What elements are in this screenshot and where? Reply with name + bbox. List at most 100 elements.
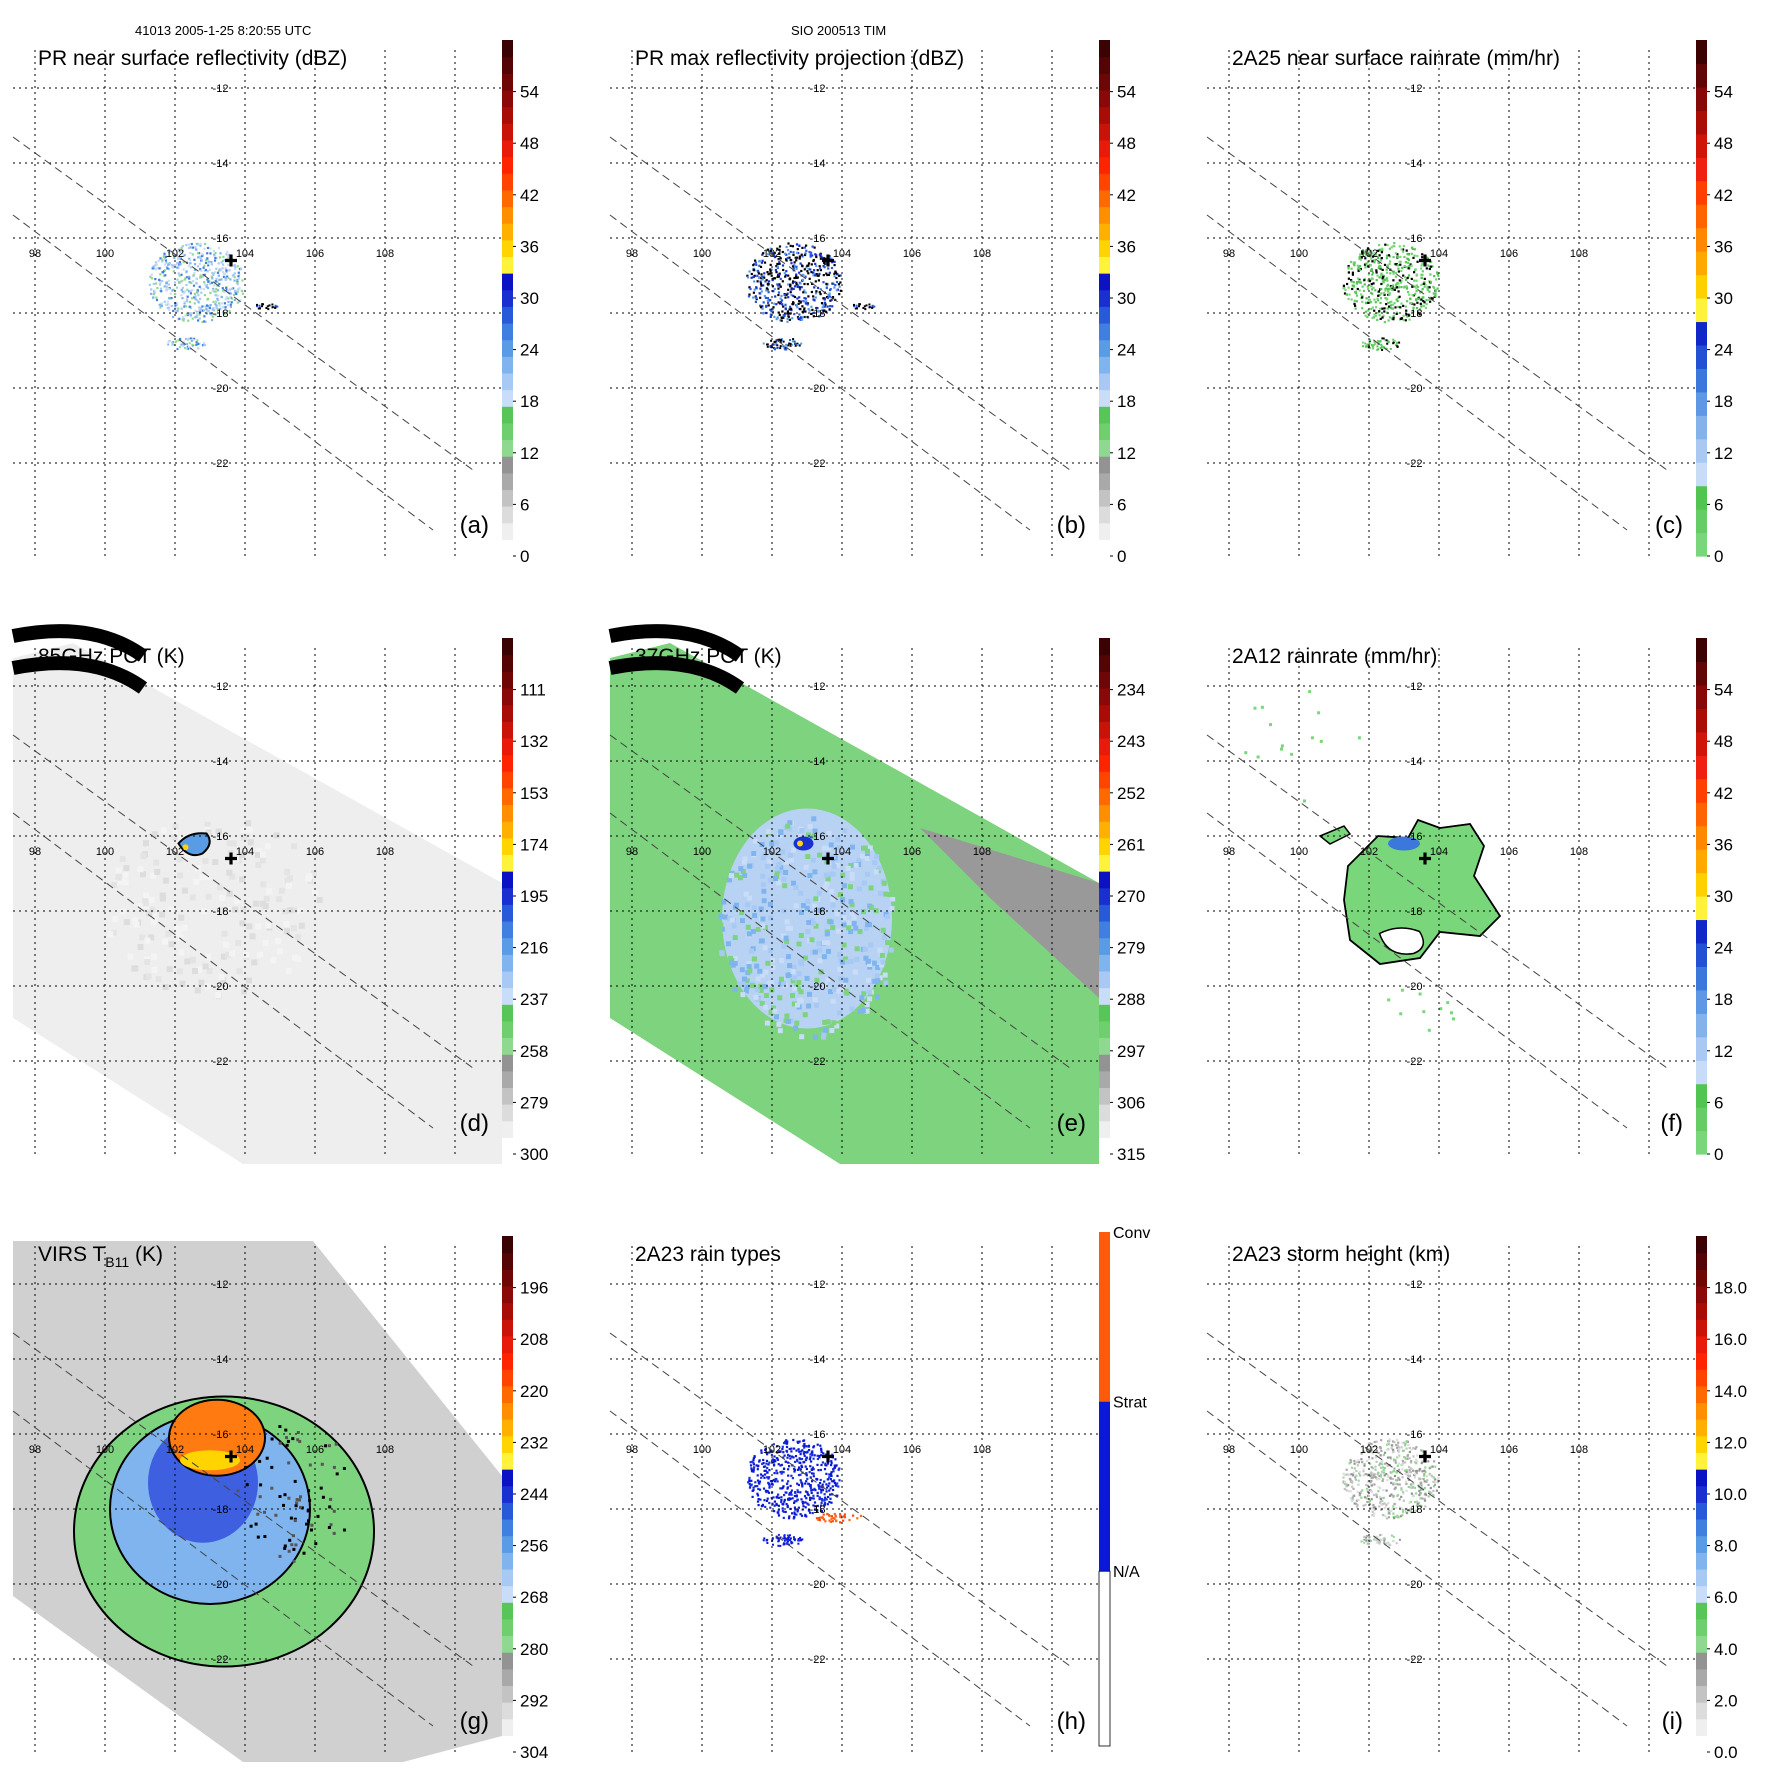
colorbar-tick-label: 48 [1714, 732, 1733, 751]
precip-pixel [760, 273, 763, 276]
precip-pixel [1424, 1470, 1427, 1474]
precip-pixel [206, 298, 209, 301]
precip-pixel [797, 316, 800, 320]
precip-pixel [174, 310, 178, 313]
colorbar-swatch [1099, 139, 1110, 158]
pct-pixel [159, 895, 166, 902]
precip-pixel [152, 296, 155, 299]
precip-pixel [829, 288, 832, 291]
precip-pixel [1386, 307, 1389, 310]
precip-pixel [176, 263, 179, 266]
precip-pixel [752, 275, 755, 279]
precip-pixel [1393, 1467, 1396, 1470]
colorbar-swatch [502, 787, 513, 806]
precip-pixel [768, 1476, 771, 1479]
precip-pixel [185, 276, 188, 279]
precip-pixel [776, 265, 779, 268]
pct-pixel [846, 925, 852, 931]
precip-pixel [207, 260, 210, 263]
precip-pixel [236, 289, 239, 292]
precip-pixel [782, 1485, 785, 1488]
colorbar-swatch [502, 1635, 513, 1653]
precip-pixel [759, 265, 763, 268]
x-tick-label: 106 [903, 1444, 921, 1456]
precip-pixel [1376, 274, 1379, 277]
cloud-cell [308, 1463, 312, 1467]
precip-pixel [804, 291, 807, 294]
precip-pixel [803, 1454, 806, 1457]
precip-pixel [1405, 286, 1409, 289]
swath-edge-lower [609, 812, 1031, 1129]
colorbar-swatch [1099, 1104, 1110, 1122]
precip-pixel [820, 1491, 823, 1494]
precip-pixel [1379, 266, 1382, 269]
precip-pixel [817, 279, 820, 282]
precip-pixel [1345, 293, 1348, 296]
precip-pixel [1368, 1457, 1371, 1460]
precip-pixel [203, 247, 206, 250]
precip-pixel [1430, 260, 1433, 263]
colorbar-swatch [502, 1702, 513, 1720]
colorbar-swatch [1099, 239, 1110, 257]
colorbar-tick-label: 6 [1714, 1093, 1723, 1112]
pct-pixel [174, 925, 181, 932]
precip-pixel [826, 305, 829, 308]
pct-pixel [769, 841, 775, 847]
precip-pixel [790, 1450, 793, 1453]
precip-pixel [167, 303, 170, 306]
pct-pixel [840, 872, 846, 878]
precip-pixel [1387, 1516, 1391, 1519]
pct-pixel [226, 890, 233, 897]
colorbar-swatch [1696, 989, 1707, 1014]
precip-pixel [1421, 262, 1424, 265]
pct-pixel [232, 906, 239, 913]
precip-pixel [1361, 341, 1364, 344]
precip-pixel [756, 1468, 759, 1471]
precip-pixel [1377, 290, 1380, 293]
pct-pixel [879, 952, 885, 958]
precip-pixel [810, 305, 813, 308]
precip-pixel [209, 282, 212, 285]
precip-pixel [1366, 1489, 1369, 1492]
precip-pixel [1377, 1486, 1380, 1489]
colorbar-tick-label: 10.0 [1714, 1485, 1747, 1504]
precip-pixel [832, 282, 835, 285]
y-tick-label: -22 [213, 458, 229, 470]
precip-pixel [1410, 302, 1413, 305]
precip-pixel [810, 271, 813, 274]
precip-pixel [1392, 1535, 1395, 1538]
panel-label: (c) [1655, 512, 1683, 539]
precip-pixel [1358, 279, 1361, 282]
precip-pixel [770, 251, 773, 254]
precip-pixel [188, 305, 191, 308]
panel-title-subscript: B11 [105, 1254, 129, 1270]
precip-pixel [209, 312, 212, 315]
pct-pixel [846, 920, 852, 926]
precip-pixel [191, 297, 194, 300]
pct-pixel [204, 953, 211, 960]
precip-pixel [1360, 1458, 1363, 1461]
pct-pixel [245, 820, 252, 827]
colorbar-tick-label: 234 [1117, 681, 1145, 700]
pct-pixel [144, 937, 151, 944]
precip-pixel [1385, 1503, 1388, 1506]
precip-pixel [766, 297, 769, 300]
precip-pixel [793, 1538, 796, 1541]
pct-pixel [776, 862, 782, 868]
colorbar-swatch [1696, 1402, 1707, 1420]
precip-pixel [1349, 1497, 1352, 1500]
pct-pixel [744, 984, 750, 990]
pct-pixel [306, 873, 313, 880]
precip-pixel [1386, 276, 1389, 279]
precip-pixel [801, 1538, 804, 1541]
precip-pixel [219, 252, 222, 255]
precip-pixel [1393, 1441, 1396, 1444]
cloud-cell [342, 1467, 346, 1470]
x-tick-label: 106 [306, 248, 324, 260]
convective-pixel [842, 1519, 845, 1522]
precip-pixel [1421, 253, 1424, 256]
panel-imagery [148, 242, 279, 351]
precip-pixel [209, 252, 212, 255]
precip-pixel [1345, 1485, 1348, 1488]
precip-pixel [782, 1471, 785, 1474]
